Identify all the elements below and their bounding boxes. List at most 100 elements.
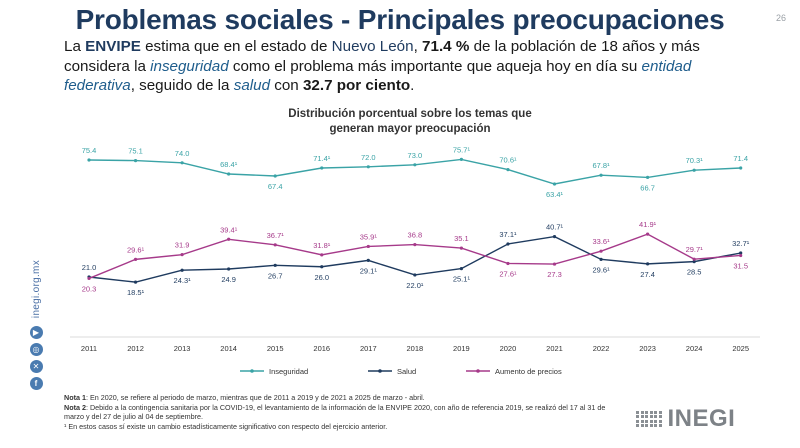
data-label-aumento-de-precios-2022: 33.6¹ — [592, 237, 610, 246]
legend-marker-inseguridad — [250, 369, 254, 373]
legend-marker-aumento-de-precios — [476, 369, 480, 373]
point-salud-2015 — [273, 263, 277, 267]
data-label-aumento-de-precios-2012: 29.6¹ — [127, 245, 145, 254]
x-tick-label-2023: 2023 — [639, 344, 656, 353]
logo-mark — [636, 410, 662, 428]
data-label-inseguridad-2014: 68.4¹ — [220, 160, 238, 169]
point-aumento-de-precios-2016 — [320, 253, 324, 257]
data-label-salud-2016: 26.0 — [314, 273, 329, 282]
note-1: Nota 1: En 2020, se refiere al periodo d… — [64, 393, 425, 402]
data-label-aumento-de-precios-2011: 20.3 — [82, 284, 97, 293]
data-label-aumento-de-precios-2023: 41.9¹ — [639, 220, 657, 229]
point-aumento-de-precios-2013 — [180, 253, 184, 257]
sidebar-social: inegi.org.mx ▶ ◎ ✕ f — [28, 260, 44, 391]
point-inseguridad-2015 — [273, 174, 277, 178]
data-label-inseguridad-2015: 67.4 — [268, 182, 283, 191]
point-aumento-de-precios-2021 — [552, 262, 557, 266]
x-tick-label-2021: 2021 — [546, 344, 563, 353]
data-label-inseguridad-2020: 70.6¹ — [499, 156, 517, 165]
data-label-salud-2021: 40.7¹ — [546, 223, 564, 232]
site-url[interactable]: inegi.org.mx — [30, 260, 42, 319]
data-label-inseguridad-2012: 75.1 — [128, 147, 143, 156]
legend-label-salud: Salud — [397, 367, 416, 376]
data-label-aumento-de-precios-2015: 36.7¹ — [267, 231, 285, 240]
logo-text: INEGI — [667, 405, 736, 432]
x-tick-label-2020: 2020 — [500, 344, 517, 353]
point-salud-2024 — [692, 260, 696, 264]
data-label-salud-2018: 22.0¹ — [406, 281, 424, 290]
point-inseguridad-2017 — [366, 165, 370, 169]
point-salud-2012 — [133, 280, 138, 284]
series-line-inseguridad — [88, 158, 741, 185]
point-salud-2025 — [739, 251, 743, 255]
note-2: Nota 2: Debido a la contingencia sanitar… — [64, 402, 606, 422]
x-tick-label-2015: 2015 — [267, 344, 284, 353]
point-salud-2020 — [506, 242, 510, 246]
data-label-aumento-de-precios-2013: 31.9 — [175, 241, 190, 250]
point-salud-2019 — [459, 266, 463, 271]
data-label-aumento-de-precios-2018: 36.8 — [408, 231, 423, 240]
page-number: 26 — [775, 13, 786, 23]
data-label-aumento-de-precios-2017: 35.9¹ — [360, 232, 378, 241]
x-tick-label-2017: 2017 — [360, 344, 377, 353]
point-aumento-de-precios-2025 — [739, 253, 743, 258]
data-label-salud-2017: 29.1¹ — [360, 266, 378, 275]
inegi-logo: INEGI — [636, 405, 735, 433]
point-salud-2016 — [320, 265, 324, 269]
x-tick-label-2016: 2016 — [313, 344, 330, 353]
data-label-inseguridad-2023: 66.7 — [640, 183, 655, 192]
data-label-aumento-de-precios-2019: 35.1 — [454, 234, 469, 243]
data-label-inseguridad-2024: 70.3¹ — [686, 156, 704, 165]
point-aumento-de-precios-2015 — [273, 243, 277, 247]
data-label-salud-2024: 28.5 — [687, 268, 702, 277]
x-tick-label-2012: 2012 — [127, 344, 144, 353]
youtube-icon[interactable]: ▶ — [29, 326, 43, 340]
x-tick-label-2011: 2011 — [81, 344, 97, 353]
data-label-salud-2019: 25.1¹ — [453, 275, 471, 284]
data-label-salud-2023: 27.4 — [640, 270, 655, 279]
point-inseguridad-2018 — [413, 163, 417, 167]
data-label-inseguridad-2019: 75.7¹ — [453, 145, 471, 154]
point-inseguridad-2012 — [133, 159, 138, 163]
point-aumento-de-precios-2024 — [692, 257, 696, 261]
data-label-aumento-de-precios-2014: 39.4¹ — [220, 225, 238, 234]
point-aumento-de-precios-2017 — [366, 244, 370, 249]
x-tick-label-2013: 2013 — [174, 344, 191, 353]
point-aumento-de-precios-2019 — [459, 246, 463, 250]
x-icon[interactable]: ✕ — [29, 360, 43, 374]
data-label-inseguridad-2011: 75.4 — [82, 146, 97, 155]
point-salud-2018 — [413, 273, 417, 277]
point-inseguridad-2014 — [227, 172, 231, 176]
footnotes: Nota 1: En 2020, se refiere al periodo d… — [64, 393, 624, 431]
point-salud-2022 — [599, 257, 603, 261]
data-label-salud-2011: 21.0 — [82, 263, 97, 272]
data-label-salud-2013: 24.3¹ — [174, 276, 192, 285]
point-inseguridad-2011 — [87, 158, 91, 162]
point-aumento-de-precios-2011 — [87, 276, 91, 281]
x-tick-label-2024: 2024 — [686, 344, 703, 353]
chart-title: Distribución porcentual sobre los temas … — [288, 108, 532, 135]
x-tick-label-2014: 2014 — [220, 344, 237, 353]
facebook-icon[interactable]: f — [29, 377, 43, 391]
point-aumento-de-precios-2023 — [646, 232, 650, 236]
point-inseguridad-2025 — [739, 166, 743, 170]
data-label-aumento-de-precios-2020: 27.6¹ — [499, 269, 517, 278]
legend-marker-salud — [378, 369, 382, 373]
data-label-inseguridad-2025: 71.4 — [733, 154, 748, 163]
data-label-aumento-de-precios-2024: 29.7¹ — [686, 245, 704, 254]
x-tick-label-2019: 2019 — [453, 344, 470, 353]
point-aumento-de-precios-2022 — [599, 249, 603, 253]
x-tick-label-2018: 2018 — [407, 344, 424, 353]
data-label-salud-2014: 24.9 — [221, 275, 236, 284]
data-label-inseguridad-2013: 74.0 — [175, 149, 190, 158]
intro-paragraph: La ENVIPE estima que en el estado de Nue… — [64, 38, 700, 94]
point-aumento-de-precios-2012 — [133, 257, 138, 261]
instagram-icon[interactable]: ◎ — [29, 343, 43, 357]
point-inseguridad-2013 — [180, 161, 184, 165]
x-tick-label-2025: 2025 — [732, 344, 749, 353]
data-label-inseguridad-2017: 72.0 — [361, 153, 376, 162]
point-aumento-de-precios-2020 — [506, 261, 510, 266]
data-label-salud-2015: 26.7 — [268, 271, 283, 280]
point-inseguridad-2021 — [552, 182, 557, 186]
